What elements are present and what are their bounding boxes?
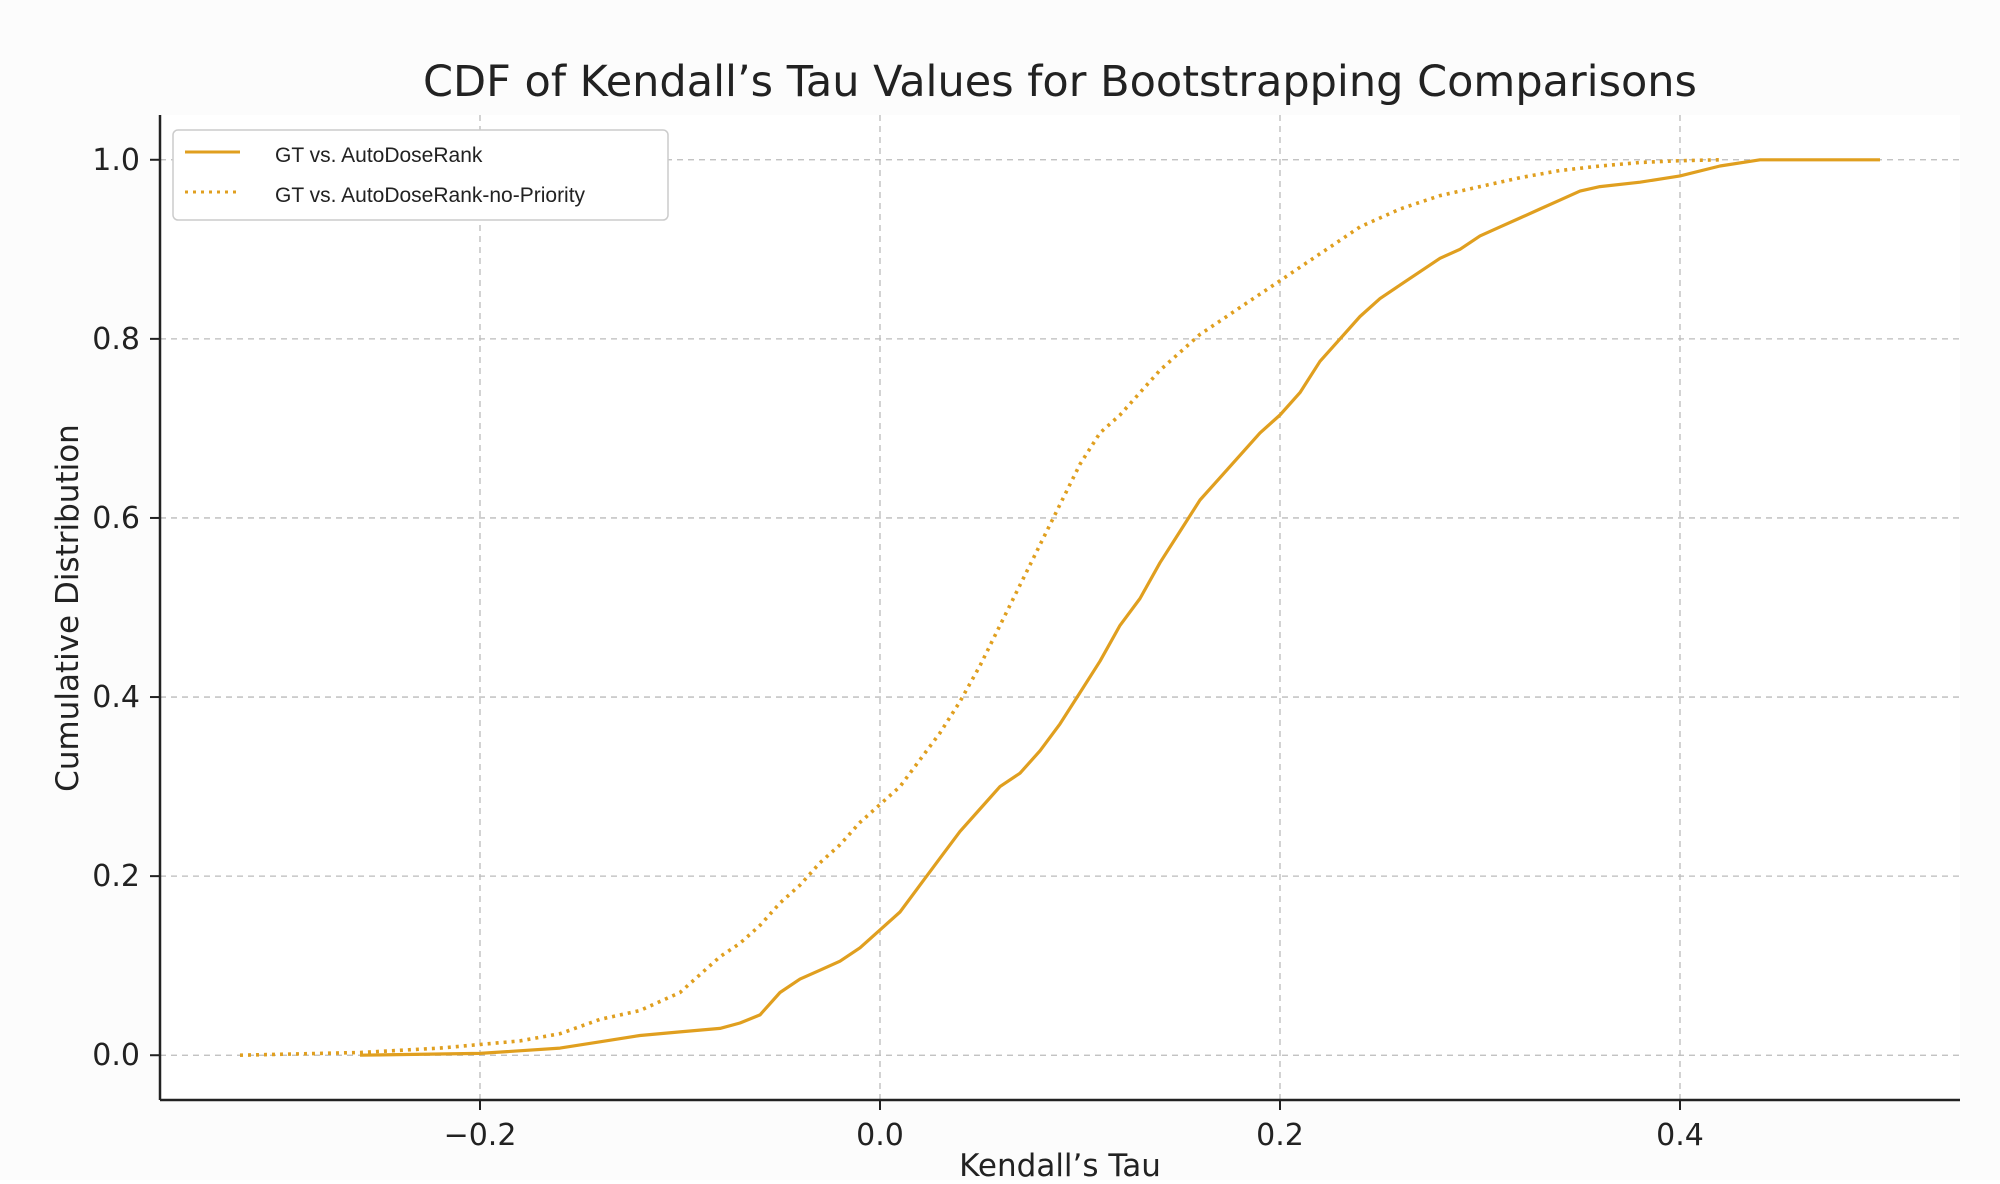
y-ticks: 0.0 0.2 0.4 0.6 0.8 1.0	[92, 143, 160, 1073]
legend-label-autodoserank: GT vs. AutoDoseRank	[275, 144, 483, 167]
series-layer	[239, 158, 1880, 1057]
legend: GT vs. AutoDoseRank GT vs. AutoDoseRank-…	[172, 129, 669, 221]
y-axis-label: Cumulative Distribution	[50, 424, 86, 792]
x-tick-label: 0.0	[856, 1118, 904, 1153]
plot-background	[160, 115, 1960, 1100]
x-tick-label: −0.2	[444, 1118, 517, 1153]
y-tick-label: 0.8	[92, 322, 140, 357]
chart-title: CDF of Kendall’s Tau Values for Bootstra…	[423, 57, 1697, 107]
y-tick-label: 0.0	[92, 1038, 140, 1073]
legend-box	[172, 129, 669, 221]
x-ticks: −0.2 0.0 0.2 0.4	[444, 1100, 1704, 1153]
y-tick-label: 0.4	[92, 680, 140, 715]
x-axis-label: Kendall’s Tau	[959, 1148, 1161, 1180]
y-tick-label: 0.6	[92, 501, 140, 536]
y-tick-label: 0.2	[92, 859, 140, 894]
series-line-autodoserank	[359, 158, 1880, 1057]
x-tick-label: 0.4	[1656, 1118, 1704, 1153]
y-tick-label: 1.0	[92, 143, 140, 178]
x-tick-label: 0.2	[1256, 1118, 1304, 1153]
series-line-autodoserank-no-priority	[239, 158, 1721, 1057]
legend-label-no-priority: GT vs. AutoDoseRank-no-Priority	[275, 184, 586, 207]
